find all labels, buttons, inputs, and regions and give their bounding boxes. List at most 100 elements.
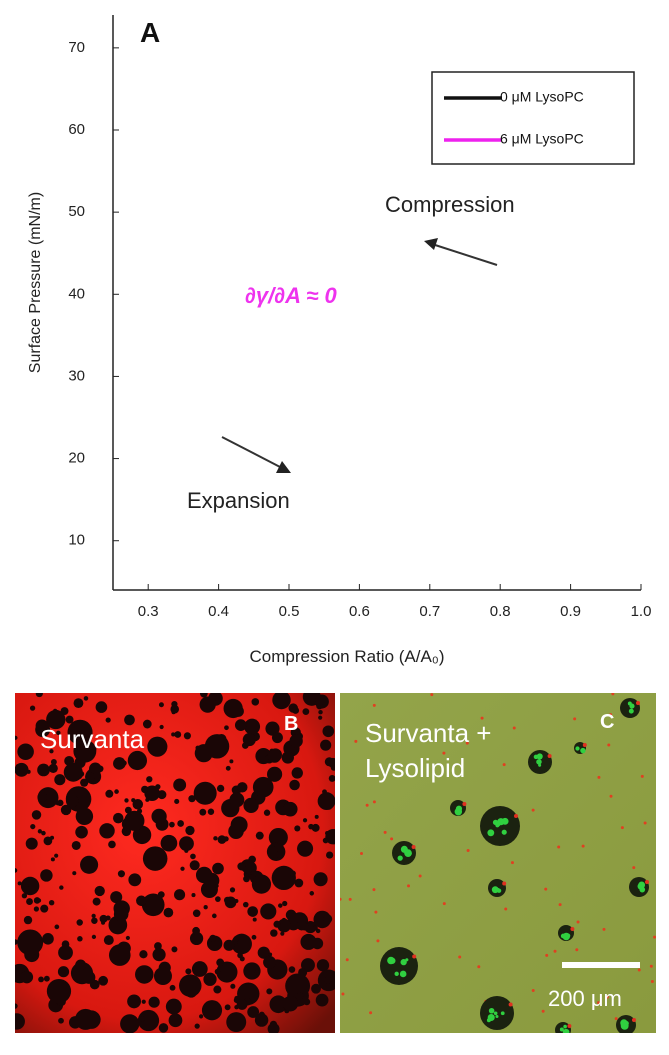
domain [91, 917, 98, 924]
domain [128, 873, 142, 887]
domain [285, 973, 311, 999]
domain [174, 731, 182, 738]
domain [165, 998, 182, 1015]
domain [223, 896, 231, 904]
speck [502, 763, 506, 767]
domain [242, 901, 249, 908]
rim-speck [567, 1024, 572, 1028]
domain [244, 718, 261, 735]
domain [224, 725, 229, 731]
domain [54, 853, 59, 858]
domain [105, 717, 111, 723]
inclusion [389, 957, 396, 964]
domain [105, 915, 111, 921]
domain [266, 988, 273, 995]
image-caption: Lysolipid [365, 753, 465, 783]
domain [265, 721, 280, 736]
domain [73, 739, 97, 763]
domain [251, 874, 272, 894]
x-tick-label: 0.7 [419, 603, 440, 620]
domain [48, 763, 58, 773]
annotation: Compression [385, 192, 515, 217]
inclusion [397, 855, 403, 861]
domain [77, 936, 83, 942]
domain [190, 853, 196, 860]
domain [199, 696, 216, 713]
panel-label: C [600, 711, 614, 733]
speck [637, 968, 641, 972]
speck [576, 920, 580, 924]
domain [317, 792, 335, 811]
y-tick-label: 30 [68, 367, 85, 384]
y-tick-label: 40 [68, 285, 85, 302]
domain [99, 914, 108, 923]
x-axis-title: Compression Ratio (A/A₀) [249, 647, 444, 666]
y-tick-label: 70 [68, 39, 85, 56]
domain [247, 906, 258, 917]
domain [141, 999, 146, 1004]
inclusion [638, 881, 646, 889]
domain [99, 823, 115, 839]
domain [132, 799, 144, 810]
domain [67, 719, 93, 745]
domain [295, 880, 302, 886]
y-tick-label: 60 [68, 121, 85, 138]
domain [291, 767, 303, 779]
domain [137, 1009, 160, 1032]
inclusion [559, 1027, 564, 1032]
x-tick-label: 0.8 [490, 603, 511, 620]
domain [229, 887, 236, 893]
domain [189, 931, 204, 946]
domain [43, 975, 50, 982]
domain [71, 840, 81, 850]
domain [274, 842, 279, 847]
domain [263, 955, 277, 969]
domain [146, 776, 153, 783]
domain [315, 993, 329, 1007]
domain [192, 926, 200, 935]
domain [50, 759, 57, 765]
domain [185, 968, 192, 975]
domain [28, 957, 34, 962]
x-tick-label: 0.6 [349, 603, 370, 620]
speck [607, 743, 611, 747]
speck [383, 830, 387, 834]
domain [91, 913, 96, 918]
domain [21, 893, 28, 899]
domain [209, 934, 217, 942]
domain [171, 946, 178, 953]
domain [207, 808, 215, 815]
annotation: Expansion [187, 488, 290, 513]
domain [292, 706, 300, 714]
domain [184, 848, 189, 853]
arrow-head [424, 238, 438, 250]
domain [31, 810, 42, 820]
domain [289, 779, 300, 791]
inclusion [536, 759, 542, 765]
domain [55, 801, 60, 806]
speck [602, 927, 606, 931]
inclusion [394, 971, 399, 976]
inclusion [620, 1021, 629, 1030]
domain [33, 906, 40, 912]
domain [29, 705, 36, 711]
inclusion [500, 1011, 505, 1016]
panel-label: B [284, 713, 298, 735]
domain [252, 917, 257, 922]
speck [354, 739, 358, 743]
speck [573, 717, 577, 721]
speck [465, 741, 469, 745]
domain [41, 830, 46, 836]
x-tick-label: 0.9 [560, 603, 581, 620]
domain [92, 897, 101, 906]
domain [148, 996, 160, 1008]
domain [174, 798, 180, 805]
domain [22, 881, 30, 889]
domain [216, 784, 225, 793]
speck [458, 955, 462, 959]
domain [54, 924, 60, 930]
domain [213, 985, 222, 994]
domain [37, 898, 42, 903]
speck [649, 964, 653, 968]
domain [288, 966, 296, 973]
